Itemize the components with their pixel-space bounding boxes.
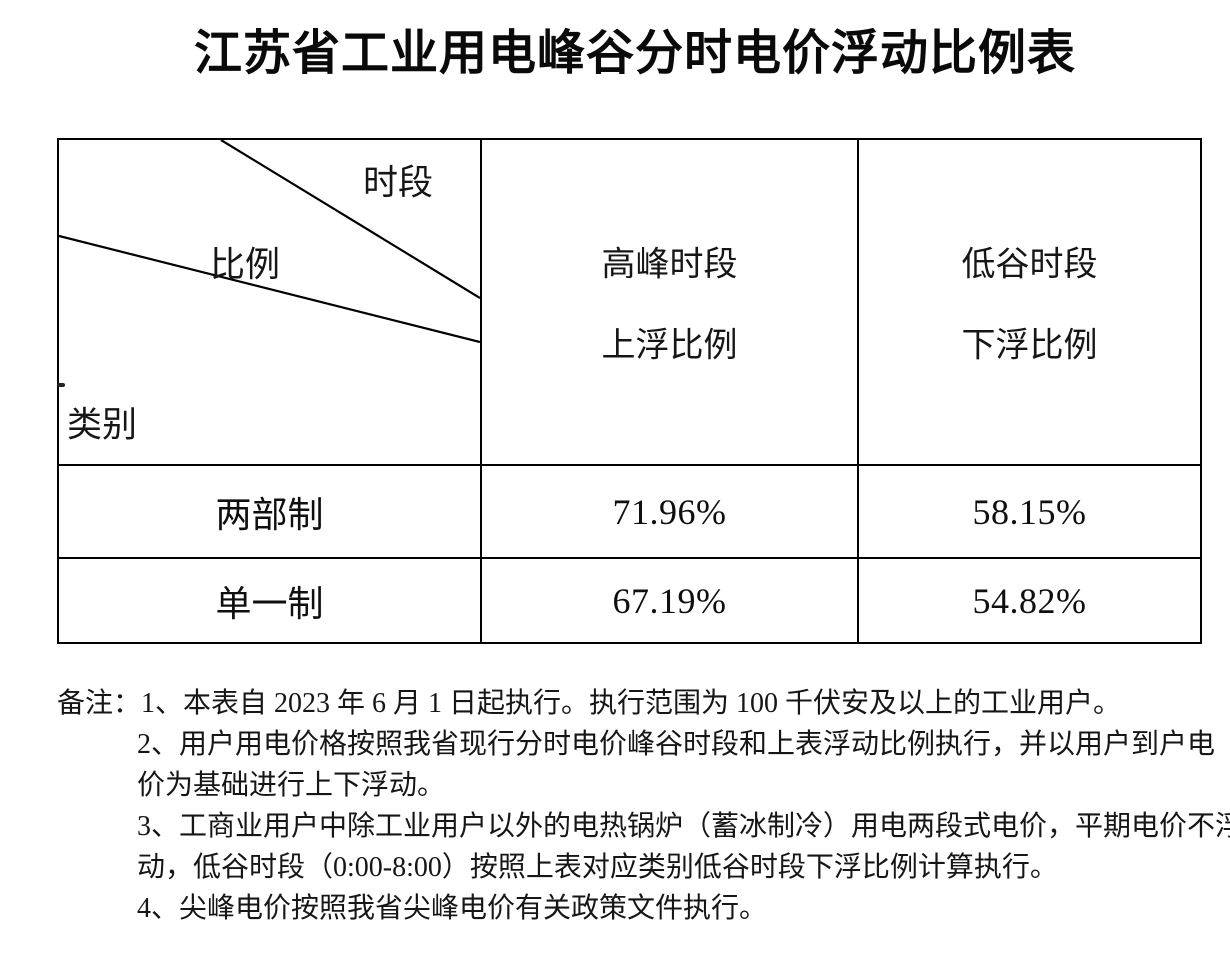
peak-header-line2: 上浮比例 bbox=[601, 326, 738, 365]
valley-header-line2: 下浮比例 bbox=[961, 326, 1098, 365]
diagonal-line-upper bbox=[220, 140, 480, 299]
note-line-3: 价为基础进行上下浮动。 bbox=[137, 770, 446, 801]
peak-header-cell: 高峰时段 上浮比例 bbox=[480, 140, 857, 464]
notes-section: 备注：1、本表自 2023 年 6 月 1 日起执行。执行范围为 100 千伏安… bbox=[57, 683, 1230, 929]
stray-dot-mark bbox=[57, 383, 65, 387]
value-cell-single-valley: 54.82% bbox=[857, 557, 1200, 642]
price-ratio-table: 时段 比例 类别 高峰时段 上浮比例 低谷时段 下浮比例 两部制 71.96% … bbox=[57, 138, 1202, 644]
value-cell-two-part-valley: 58.15% bbox=[857, 464, 1200, 557]
note-line-6: 4、尖峰电价按照我省尖峰电价有关政策文件执行。 bbox=[137, 893, 768, 924]
peak-header-line1: 高峰时段 bbox=[601, 245, 738, 284]
corner-cell: 时段 比例 类别 bbox=[57, 140, 480, 464]
row-label-cell-two-part: 两部制 bbox=[59, 464, 480, 557]
valley-header-line1: 低谷时段 bbox=[961, 245, 1098, 284]
value-cell-single-peak: 67.19% bbox=[480, 557, 857, 642]
row-label-cell-single: 单一制 bbox=[59, 557, 480, 642]
note-line-5: 动，低谷时段（0:00-8:00）按照上表对应类别低谷时段下浮比例计算执行。 bbox=[137, 852, 1058, 883]
corner-label-period: 时段 bbox=[362, 163, 434, 203]
diagonal-divider-lines bbox=[59, 140, 480, 344]
note-line-2: 2、用户用电价格按照我省现行分时电价峰谷时段和上表浮动比例执行，并以用户到户电 bbox=[137, 729, 1216, 760]
corner-label-ratio: 比例 bbox=[209, 245, 281, 285]
valley-header-cell: 低谷时段 下浮比例 bbox=[857, 140, 1200, 464]
note-line-4: 3、工商业用户中除工业用户以外的电热锅炉（蓄冰制冷）用电两段式电价，平期电价不浮 bbox=[137, 811, 1230, 842]
note-line-1: 备注：1、本表自 2023 年 6 月 1 日起执行。执行范围为 100 千伏安… bbox=[57, 688, 1122, 719]
corner-label-category: 类别 bbox=[66, 405, 138, 445]
diagonal-line-lower bbox=[59, 234, 480, 344]
value-cell-two-part-peak: 71.96% bbox=[480, 464, 857, 557]
page-title: 江苏省工业用电峰谷分时电价浮动比例表 bbox=[193, 27, 1076, 80]
